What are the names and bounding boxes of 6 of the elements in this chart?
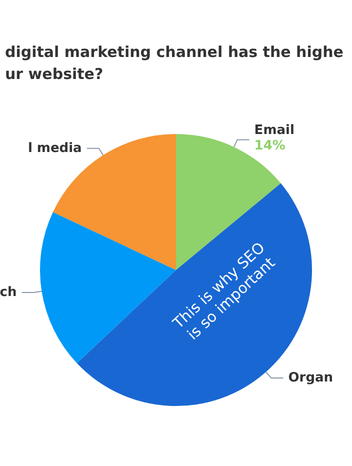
chart-title: digital marketing channel has the highe ur website? [5,43,344,83]
slice-label: Organ [288,370,334,386]
slice-label: Email [254,123,294,138]
slice-label: l media [28,140,82,156]
data-label: 14% [254,138,286,154]
slice-label: ch [0,285,17,300]
